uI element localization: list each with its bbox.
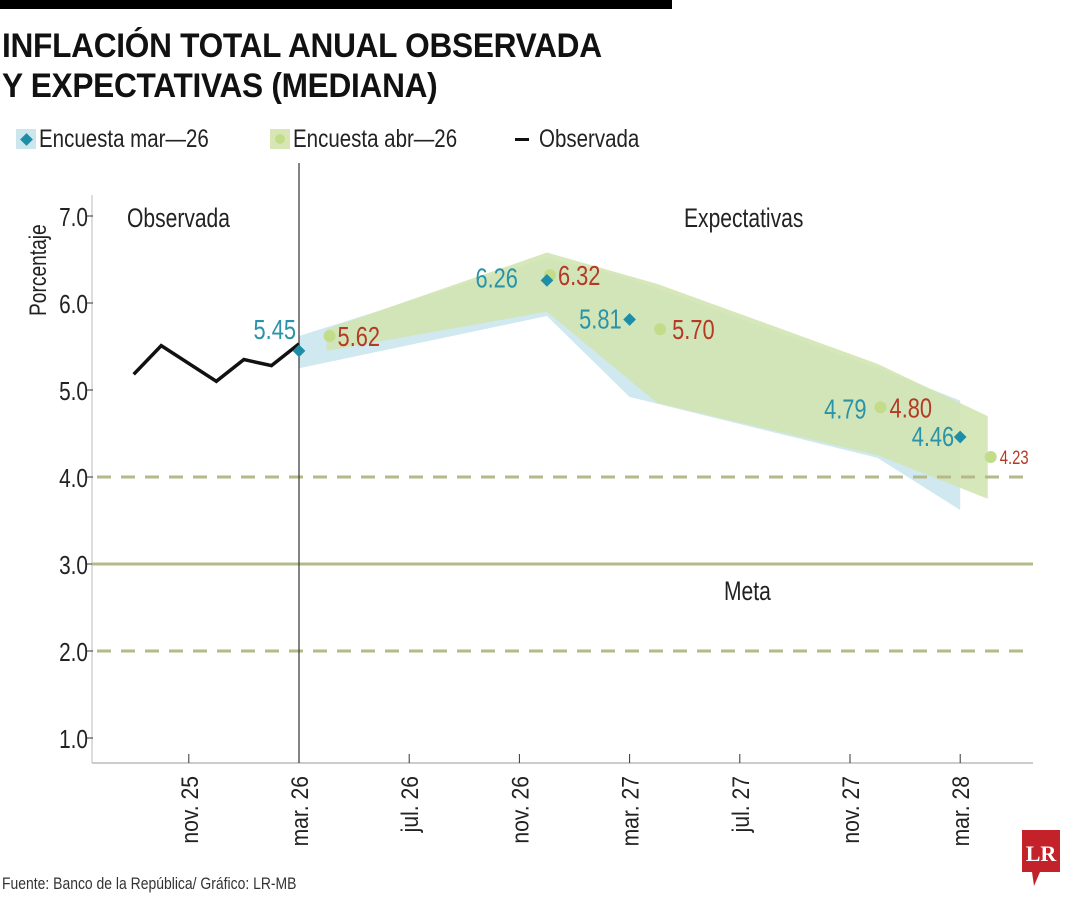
legend-label: Encuesta abr—26 bbox=[293, 124, 458, 153]
title-line-1: INFLACIÓN TOTAL ANUAL OBSERVADA bbox=[2, 27, 602, 65]
logo-text: LR bbox=[1026, 841, 1058, 866]
data-label-mar: 4.46 bbox=[912, 421, 954, 452]
dash-icon bbox=[515, 137, 530, 141]
legend-label: Encuesta mar—26 bbox=[39, 124, 209, 153]
legend-label: Observada bbox=[539, 124, 640, 153]
section-label-expectativas: Expectativas bbox=[684, 204, 803, 234]
y-tick-label: 7.0 bbox=[59, 203, 88, 232]
y-tick-label: 5.0 bbox=[59, 377, 88, 406]
y-tick-label: 6.0 bbox=[59, 290, 88, 319]
x-tick-label: jul. 26 bbox=[397, 776, 424, 833]
marker-encuesta-mar bbox=[292, 344, 306, 358]
x-tick-label: mar. 26 bbox=[287, 776, 314, 846]
y-tick-label: 1.0 bbox=[59, 725, 88, 754]
data-label-abr: 6.32 bbox=[558, 261, 600, 292]
observed-line bbox=[132, 342, 301, 384]
legend: Encuesta mar—26 Encuesta abr—26 Observad… bbox=[16, 122, 705, 156]
marker-encuesta-abr bbox=[323, 330, 336, 343]
circle-dot-icon bbox=[270, 129, 291, 149]
y-tick-label: 2.0 bbox=[59, 638, 88, 667]
source-note: Fuente: Banco de la República/ Gráfico: … bbox=[2, 874, 297, 893]
y-tick-label: 4.0 bbox=[59, 464, 88, 493]
legend-item-observada: Observada bbox=[515, 125, 661, 154]
marker-encuesta-abr bbox=[984, 450, 997, 463]
data-label-abr: 4.80 bbox=[890, 393, 932, 424]
x-tick-label: mar. 28 bbox=[948, 776, 975, 846]
chart-title: INFLACIÓN TOTAL ANUAL OBSERVADA Y EXPECT… bbox=[2, 26, 602, 106]
legend-item-encuesta-mar: Encuesta mar—26 bbox=[16, 125, 246, 154]
data-label-abr: 4.23 bbox=[1000, 447, 1029, 468]
title-line-2: Y EXPECTATIVAS (MEDIANA) bbox=[2, 67, 438, 105]
data-label-abr: 5.62 bbox=[338, 322, 380, 353]
target-label: Meta bbox=[724, 577, 771, 607]
data-label-abr: 5.70 bbox=[672, 315, 714, 346]
data-label-mar: 4.79 bbox=[824, 394, 866, 425]
x-tick-label: jul. 27 bbox=[728, 776, 755, 833]
x-tick-label: mar. 27 bbox=[617, 776, 644, 846]
y-tick-label: 3.0 bbox=[59, 551, 88, 580]
marker-encuesta-abr bbox=[874, 401, 887, 414]
band-encuesta-abr bbox=[326, 252, 988, 499]
data-label-mar: 5.81 bbox=[579, 304, 621, 335]
x-tick-label: nov. 26 bbox=[507, 776, 534, 844]
marker-encuesta-abr bbox=[654, 323, 667, 336]
y-axis-title: Porcentaje bbox=[24, 224, 52, 316]
x-tick-label: nov. 25 bbox=[177, 776, 204, 844]
top-rule bbox=[0, 0, 672, 9]
lr-logo: LR bbox=[1022, 830, 1060, 886]
data-label-mar: 6.26 bbox=[475, 263, 517, 294]
data-label-mar: 5.45 bbox=[254, 314, 296, 345]
section-label-observada: Observada bbox=[127, 204, 230, 234]
diamond-icon bbox=[16, 129, 36, 149]
x-tick-label: nov. 27 bbox=[838, 776, 865, 844]
legend-item-encuesta-abr: Encuesta abr—26 bbox=[270, 125, 493, 154]
